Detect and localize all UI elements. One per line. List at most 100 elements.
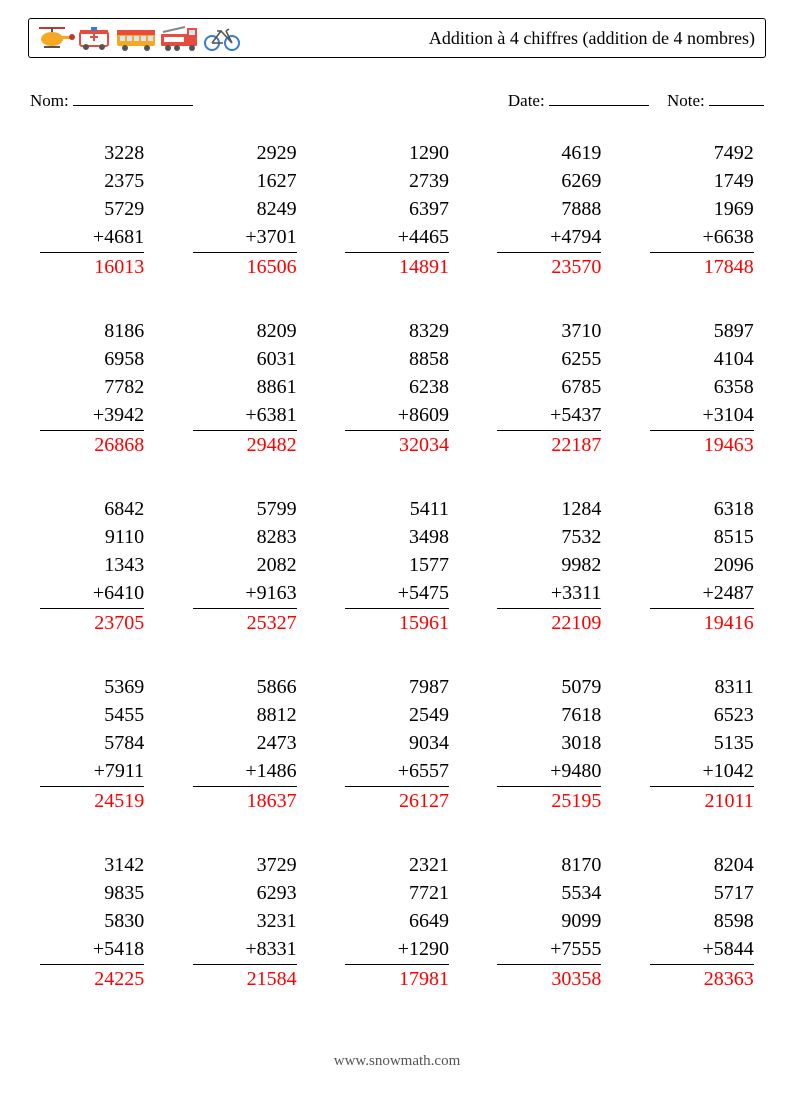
addend-last: +3311 xyxy=(497,579,601,609)
addend: 5411 xyxy=(345,495,449,523)
answer: 23705 xyxy=(40,609,144,637)
addend: 9110 xyxy=(40,523,144,551)
addend: 8598 xyxy=(650,907,754,935)
addend: 3729 xyxy=(193,851,297,879)
addend: 6649 xyxy=(345,907,449,935)
addend: 2096 xyxy=(650,551,754,579)
addend: 8858 xyxy=(345,345,449,373)
addition-problem: 232177216649+129017981 xyxy=(345,851,449,993)
addend: 5830 xyxy=(40,907,144,935)
answer: 16506 xyxy=(193,253,297,281)
addend-last: +3701 xyxy=(193,223,297,253)
addend: 1290 xyxy=(345,139,449,167)
addition-problem: 541134981577+547515961 xyxy=(345,495,449,637)
addition-problem: 631885152096+248719416 xyxy=(650,495,754,637)
addition-problem: 749217491969+663817848 xyxy=(650,139,754,281)
addend: 1969 xyxy=(650,195,754,223)
addend: 1749 xyxy=(650,167,754,195)
addition-problem: 820960318861+638129482 xyxy=(193,317,297,459)
addend: 7492 xyxy=(650,139,754,167)
answer: 26127 xyxy=(345,787,449,815)
note-blank[interactable] xyxy=(709,88,764,106)
addend-last: +5418 xyxy=(40,935,144,965)
addend-last: +1486 xyxy=(193,757,297,787)
addend: 9034 xyxy=(345,729,449,757)
addition-problem: 314298355830+541824225 xyxy=(40,851,144,993)
worksheet-page: Addition à 4 chiffres (addition de 4 nom… xyxy=(0,0,794,1100)
addend: 1343 xyxy=(40,551,144,579)
addend: 7782 xyxy=(40,373,144,401)
addend: 1627 xyxy=(193,167,297,195)
addend: 2321 xyxy=(345,851,449,879)
addend: 6842 xyxy=(40,495,144,523)
addend: 8170 xyxy=(497,851,601,879)
name-blank[interactable] xyxy=(73,88,193,106)
answer: 14891 xyxy=(345,253,449,281)
addition-problem: 684291101343+641023705 xyxy=(40,495,144,637)
addend: 3228 xyxy=(40,139,144,167)
addend: 7618 xyxy=(497,701,601,729)
addition-problem: 461962697888+479423570 xyxy=(497,139,601,281)
addend-last: +6638 xyxy=(650,223,754,253)
addend: 4104 xyxy=(650,345,754,373)
note-label: Note: xyxy=(667,91,705,110)
addend-last: +6410 xyxy=(40,579,144,609)
addend: 2549 xyxy=(345,701,449,729)
addend: 5729 xyxy=(40,195,144,223)
answer: 21011 xyxy=(650,787,754,815)
addend-last: +4681 xyxy=(40,223,144,253)
addend: 8812 xyxy=(193,701,297,729)
addend: 5799 xyxy=(193,495,297,523)
addend: 6318 xyxy=(650,495,754,523)
addition-problem: 586688122473+148618637 xyxy=(193,673,297,815)
date-blank[interactable] xyxy=(549,88,649,106)
addition-problem: 292916278249+370116506 xyxy=(193,139,297,281)
addend: 7532 xyxy=(497,523,601,551)
addend: 1284 xyxy=(497,495,601,523)
addition-problem: 372962933231+833121584 xyxy=(193,851,297,993)
answer: 15961 xyxy=(345,609,449,637)
answer: 21584 xyxy=(193,965,297,993)
answer: 24519 xyxy=(40,787,144,815)
ambulance-icon xyxy=(77,24,113,52)
addend: 9982 xyxy=(497,551,601,579)
addend: 6031 xyxy=(193,345,297,373)
addend: 6358 xyxy=(650,373,754,401)
answer: 17848 xyxy=(650,253,754,281)
answer: 30358 xyxy=(497,965,601,993)
answer: 32034 xyxy=(345,431,449,459)
addend: 6397 xyxy=(345,195,449,223)
addend: 6238 xyxy=(345,373,449,401)
date-label: Date: xyxy=(508,91,545,110)
addend: 5455 xyxy=(40,701,144,729)
answer: 18637 xyxy=(193,787,297,815)
addend: 3018 xyxy=(497,729,601,757)
addition-problem: 798725499034+655726127 xyxy=(345,673,449,815)
answer: 22187 xyxy=(497,431,601,459)
addend: 2375 xyxy=(40,167,144,195)
bicycle-icon xyxy=(203,24,241,52)
addition-problem: 536954555784+791124519 xyxy=(40,673,144,815)
addend: 5897 xyxy=(650,317,754,345)
addend-last: +4794 xyxy=(497,223,601,253)
answer: 28363 xyxy=(650,965,754,993)
addition-problem: 818669587782+394226868 xyxy=(40,317,144,459)
addend: 7721 xyxy=(345,879,449,907)
addition-problem: 817055349099+755530358 xyxy=(497,851,601,993)
answer: 25195 xyxy=(497,787,601,815)
answer: 29482 xyxy=(193,431,297,459)
addend: 4619 xyxy=(497,139,601,167)
answer: 19463 xyxy=(650,431,754,459)
addition-problem: 589741046358+310419463 xyxy=(650,317,754,459)
addend: 6785 xyxy=(497,373,601,401)
addend: 8209 xyxy=(193,317,297,345)
addition-problem: 507976183018+948025195 xyxy=(497,673,601,815)
addend: 3498 xyxy=(345,523,449,551)
addend-last: +6557 xyxy=(345,757,449,787)
addend: 8311 xyxy=(650,673,754,701)
addend: 6269 xyxy=(497,167,601,195)
addend: 3231 xyxy=(193,907,297,935)
addend: 6958 xyxy=(40,345,144,373)
addend: 9835 xyxy=(40,879,144,907)
addend: 8249 xyxy=(193,195,297,223)
